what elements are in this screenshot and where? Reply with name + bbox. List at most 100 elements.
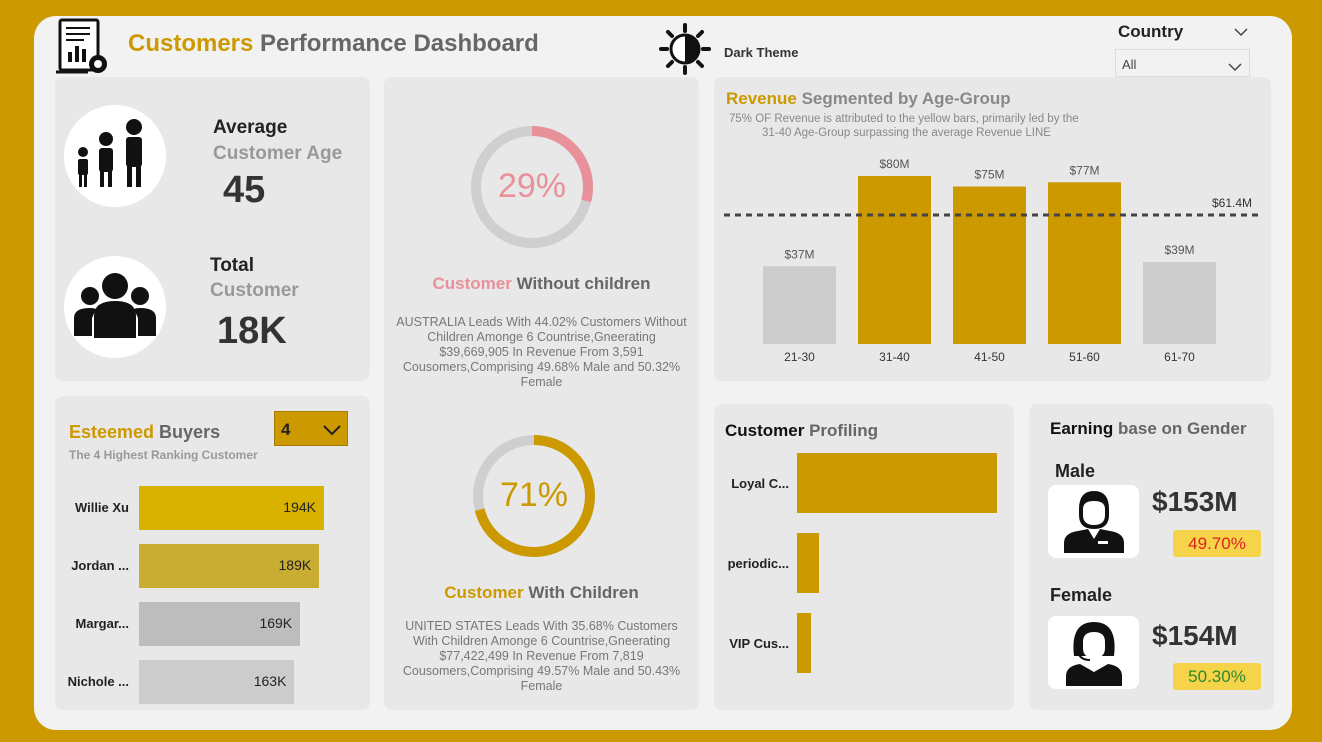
- gender-title-bold: Earning: [1050, 419, 1114, 438]
- country-filter-label: Country: [1118, 22, 1184, 41]
- country-select-value: All: [1122, 57, 1137, 72]
- buyer-row[interactable]: Margar... 169K: [55, 602, 370, 646]
- buyer-row[interactable]: Willie Xu 194K: [55, 486, 370, 530]
- customer-profiling-card: Customer Profiling Loyal C... periodic...…: [714, 404, 1014, 710]
- gender-title-rest: base on Gender: [1113, 419, 1247, 438]
- revenue-bar-41-50[interactable]: [953, 186, 1026, 345]
- profiling-row[interactable]: Loyal C...: [714, 453, 1014, 513]
- top-n-value: 4: [281, 420, 291, 439]
- female-headset-icon: [1048, 616, 1139, 689]
- buyer-row[interactable]: Jordan ... 189K: [55, 544, 370, 588]
- with-children-donut: 71%: [470, 432, 598, 560]
- male-label: Male: [1055, 461, 1096, 481]
- buyer-bar: 169K: [139, 602, 301, 646]
- buyers-title: Esteemed Buyers: [69, 422, 220, 443]
- profiling-row[interactable]: periodic...: [714, 533, 1014, 593]
- revenue-tick-label: 31-40: [879, 350, 910, 364]
- profiling-title: Customer Profiling: [725, 421, 878, 441]
- revenue-title-highlight: Revenue: [726, 89, 797, 108]
- revenue-subtitle-line1: 75% OF Revenue is attributed to the yell…: [729, 113, 1079, 125]
- with-children-title-highlight: Customer: [444, 583, 524, 602]
- revenue-chart-card: Revenue Segmented by Age-Group 75% OF Re…: [714, 77, 1271, 381]
- esteemed-buyers-card: Esteemed Buyers The 4 Highest Ranking Cu…: [55, 396, 370, 710]
- buyer-row[interactable]: Nichole ... 163K: [55, 660, 370, 704]
- dashboard-canvas: Customers Performance Dashboard Dark The…: [34, 16, 1292, 730]
- total-customer-title-line1: Total: [210, 255, 254, 276]
- buyer-value: 189K: [278, 557, 312, 573]
- with-children-title-rest: With Children: [523, 583, 639, 602]
- report-gear-icon: [54, 18, 112, 76]
- buyer-value: 194K: [283, 499, 316, 515]
- revenue-data-label: $75M: [974, 168, 1004, 182]
- avg-age-title-line1: Average: [213, 117, 288, 138]
- male-user-icon: [1048, 485, 1139, 558]
- chevron-down-icon: [323, 423, 341, 436]
- revenue-tick-label: 61-70: [1164, 350, 1195, 364]
- page-title-highlight: Customers: [128, 30, 254, 57]
- profiling-bar: [797, 613, 811, 673]
- profiling-bar: [797, 453, 997, 513]
- revenue-tick-label: 41-50: [974, 350, 1005, 364]
- revenue-bar-61-70[interactable]: [1143, 262, 1216, 344]
- buyer-value: 169K: [259, 615, 293, 631]
- profiling-label: VIP Cus...: [729, 636, 789, 651]
- total-customer-title-line2: Customer: [210, 280, 299, 301]
- buyer-name: Willie Xu: [74, 500, 129, 515]
- profiling-row[interactable]: VIP Cus...: [714, 613, 1014, 673]
- revenue-data-label: $39M: [1164, 243, 1194, 257]
- revenue-bar-chart: $37M 21-30 $80M 31-40 $75M 41-50 $77M 51-60 $39M…: [724, 157, 1259, 364]
- profiling-title-bold: Customer: [725, 421, 805, 440]
- revenue-bar-21-30[interactable]: [763, 266, 836, 344]
- chevron-down-icon[interactable]: [1234, 24, 1248, 37]
- average-revenue-label: $61.4M: [1212, 196, 1252, 210]
- avg-age-title-line2: Customer Age: [213, 143, 343, 164]
- with-children-percent: 71%: [499, 476, 569, 514]
- revenue-bar-31-40[interactable]: [858, 176, 931, 344]
- female-revenue: $154M: [1152, 620, 1238, 651]
- sun-half-icon: [658, 22, 712, 76]
- children-card: 29% Customer Without children AUSTRALIA …: [384, 77, 699, 710]
- without-children-description: AUSTRALIA Leads With 44.02% Customers Wi…: [396, 315, 687, 389]
- revenue-bar-51-60[interactable]: [1048, 182, 1121, 344]
- profiling-label: Loyal C...: [731, 476, 789, 491]
- theme-toggle[interactable]: Dark Theme: [658, 22, 838, 78]
- page-title: Customers Performance Dashboard: [128, 30, 539, 58]
- profiling-label: periodic...: [727, 556, 789, 571]
- female-label: Female: [1050, 585, 1113, 605]
- without-children-percent: 29%: [497, 167, 567, 205]
- male-revenue: $153M: [1152, 486, 1238, 517]
- profiling-bar: [797, 533, 819, 593]
- with-children-title: Customer With Children: [384, 583, 699, 603]
- with-children-donut-arc: [473, 435, 595, 557]
- profiling-title-rest: Profiling: [804, 421, 879, 440]
- top-n-select[interactable]: 4: [274, 411, 348, 446]
- page-title-rest: Performance Dashboard: [253, 30, 539, 57]
- revenue-subtitle-line2: 31-40 Age-Group surpassing the average R…: [762, 127, 1051, 139]
- revenue-data-label: $80M: [879, 157, 909, 171]
- group-users-icon: [64, 256, 166, 358]
- revenue-tick-label: 51-60: [1069, 350, 1100, 364]
- without-children-title: Customer Without children: [384, 274, 699, 294]
- buyer-value: 163K: [253, 673, 287, 689]
- family-icon: [64, 105, 166, 207]
- buyer-name: Nichole ...: [67, 674, 129, 689]
- gender-earning-card: Earning base on Gender Male $153M 49.70%…: [1029, 404, 1274, 710]
- without-children-title-highlight: Customer: [432, 274, 512, 293]
- avg-age-value: 45: [223, 169, 266, 211]
- revenue-data-label: $77M: [1069, 163, 1099, 177]
- revenue-title: Revenue Segmented by Age-Group: [726, 89, 1011, 109]
- customer-stats-card: Average Customer Age 45 Total Customer 1…: [55, 77, 370, 381]
- revenue-title-rest: Segmented by Age-Group: [796, 89, 1011, 108]
- male-share-badge: 49.70%: [1173, 530, 1261, 557]
- chevron-down-icon: [1228, 59, 1242, 72]
- with-children-description: UNITED STATES Leads With 35.68% Customer…: [402, 619, 681, 693]
- country-select[interactable]: All: [1115, 49, 1250, 77]
- theme-label: Dark Theme: [724, 45, 799, 60]
- buyer-bar: 163K: [139, 660, 295, 704]
- revenue-data-label: $37M: [784, 247, 814, 261]
- without-children-title-rest: Without children: [511, 274, 651, 293]
- buyers-subtitle: The 4 Highest Ranking Customer: [69, 448, 258, 462]
- gender-title: Earning base on Gender: [1050, 419, 1247, 439]
- without-children-donut: 29%: [468, 123, 596, 251]
- buyer-name: Margar...: [75, 616, 129, 631]
